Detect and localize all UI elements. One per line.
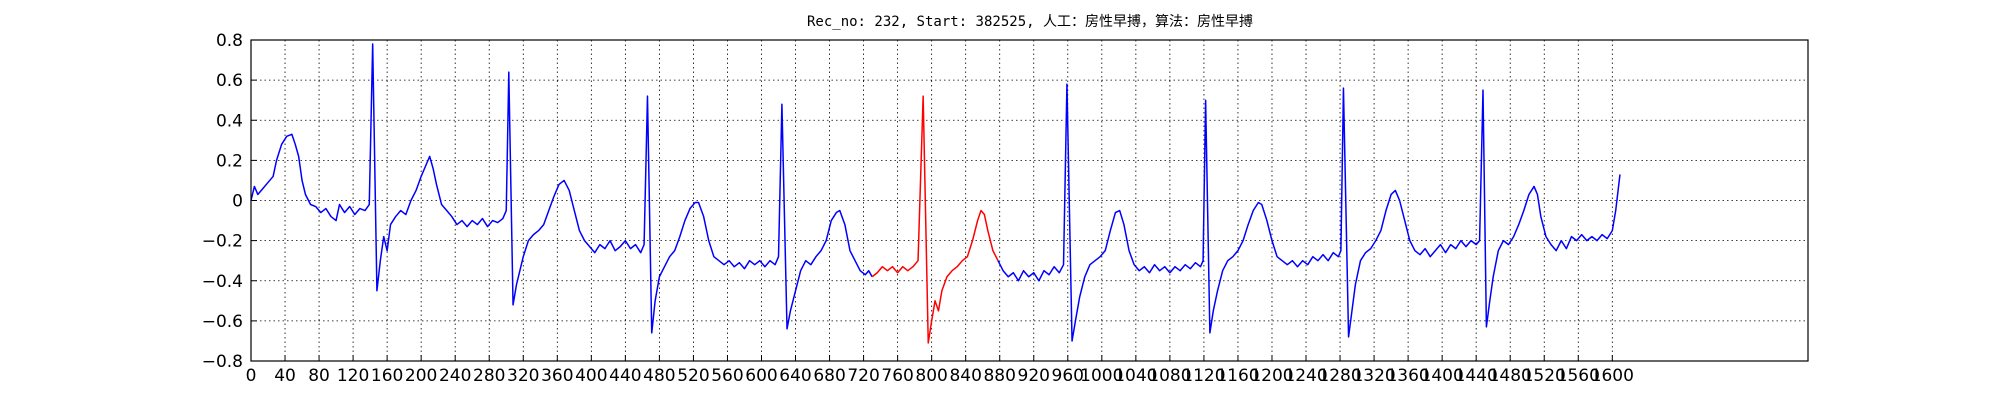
x-tick-label: 240: [439, 366, 471, 386]
x-tick-label: 960: [1052, 366, 1084, 386]
x-tick-label: 520: [677, 366, 709, 386]
x-tick-label: 40: [274, 366, 296, 386]
x-tick-label: 1320: [1352, 366, 1395, 386]
chart-title: Rec_no: 232, Start: 382525, 人工：房性早搏，算法：房…: [807, 13, 1253, 30]
x-tick-label: 560: [711, 366, 743, 386]
x-tick-label: 120: [337, 366, 369, 386]
ecg-line: [997, 83, 1621, 342]
x-tick-label: 1600: [1591, 366, 1634, 386]
x-tick-label: 160: [371, 366, 403, 386]
x-tick-label: 920: [1018, 366, 1050, 386]
x-tick-label: 1200: [1250, 366, 1293, 386]
y-tick-label: −0.2: [202, 232, 243, 252]
x-tick-label: 840: [949, 366, 981, 386]
x-tick-label: 1160: [1216, 366, 1259, 386]
x-tick-label: 680: [813, 366, 845, 386]
x-tick-label: 600: [745, 366, 777, 386]
x-tick-label: 440: [609, 366, 641, 386]
x-tick-label: 1000: [1080, 366, 1123, 386]
x-tick-label: 200: [405, 366, 437, 386]
x-tick-label: 1240: [1284, 366, 1327, 386]
y-tick-label: 0.4: [216, 111, 243, 131]
x-tick-label: 1400: [1421, 366, 1464, 386]
x-tick-label: 1560: [1557, 366, 1600, 386]
x-tick-label: 280: [473, 366, 505, 386]
x-tick-label: 360: [541, 366, 573, 386]
x-tick-label: 480: [643, 366, 675, 386]
y-tick-label: 0.6: [216, 71, 243, 91]
x-tick-label: 800: [915, 366, 947, 386]
y-tick-label: −0.8: [202, 352, 243, 372]
x-tick-label: 1120: [1182, 366, 1225, 386]
x-tick-label: 1440: [1455, 366, 1498, 386]
x-tick-label: 1480: [1489, 366, 1532, 386]
y-tick-label: −0.4: [202, 272, 243, 292]
y-tick-label: −0.6: [202, 312, 243, 332]
x-tick-label: 720: [847, 366, 879, 386]
x-tick-label: 1360: [1386, 366, 1429, 386]
x-tick-label: 880: [983, 366, 1015, 386]
y-tick-label: 0.2: [216, 151, 243, 171]
y-tick-label: 0: [232, 192, 243, 212]
x-tick-label: 320: [507, 366, 539, 386]
x-tick-label: 80: [308, 366, 330, 386]
x-tick-label: 1520: [1523, 366, 1566, 386]
x-tick-label: 400: [575, 366, 607, 386]
ecg-line: [871, 95, 999, 344]
x-tick-label: 1280: [1318, 366, 1361, 386]
x-tick-label: 0: [246, 366, 257, 386]
x-tick-label: 1080: [1148, 366, 1191, 386]
x-tick-label: 760: [881, 366, 913, 386]
y-tick-label: 0.8: [216, 31, 243, 51]
ecg-line: [250, 43, 873, 334]
plot-frame: [250, 39, 1809, 362]
x-tick-label: 1040: [1114, 366, 1157, 386]
x-tick-label: 640: [779, 366, 811, 386]
